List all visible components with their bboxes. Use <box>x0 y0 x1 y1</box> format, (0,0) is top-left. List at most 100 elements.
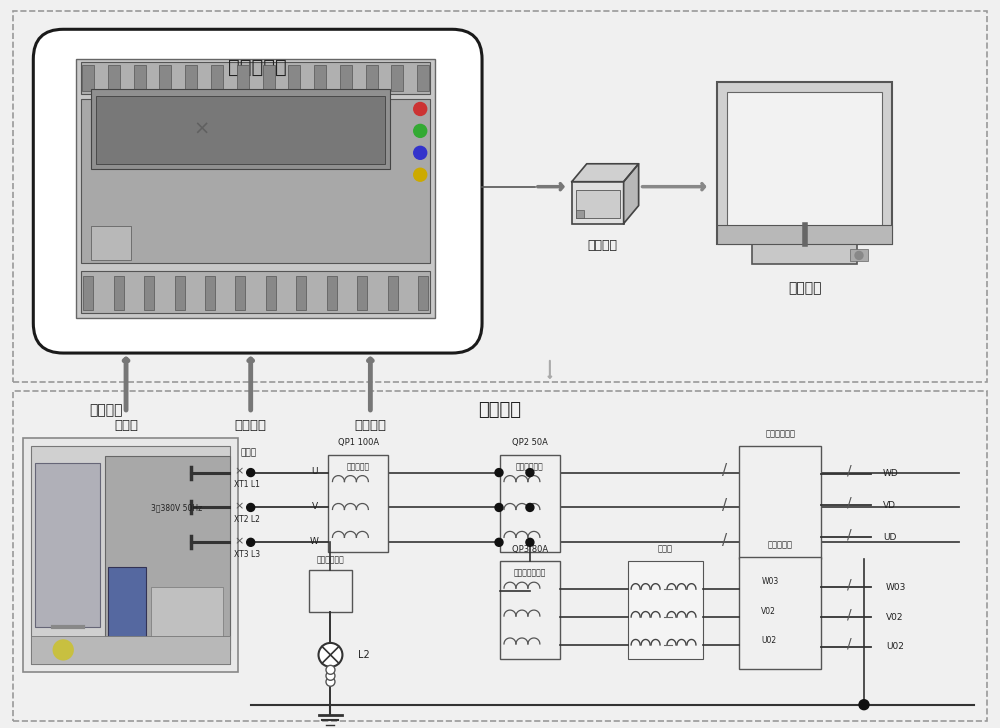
Bar <box>314 65 326 91</box>
Bar <box>388 277 398 310</box>
Circle shape <box>319 643 342 667</box>
Text: U02: U02 <box>886 642 904 652</box>
Bar <box>31 446 230 664</box>
Circle shape <box>414 124 427 138</box>
Text: 接线枰: 接线枰 <box>241 448 257 457</box>
Bar <box>105 456 230 650</box>
Bar <box>752 242 857 264</box>
Text: QP1 100A: QP1 100A <box>338 438 379 447</box>
Bar <box>288 65 300 91</box>
Bar <box>91 226 131 261</box>
Bar <box>309 570 352 612</box>
Bar <box>96 96 385 164</box>
Bar <box>739 446 821 559</box>
Circle shape <box>526 504 534 512</box>
Bar <box>296 277 306 310</box>
Bar <box>500 455 560 553</box>
Text: 3～380V 50Hz: 3～380V 50Hz <box>151 503 203 512</box>
Text: W03: W03 <box>886 582 906 592</box>
Text: V02: V02 <box>761 606 776 616</box>
Text: 控能动电源: 控能动电源 <box>768 541 793 550</box>
Circle shape <box>495 469 503 477</box>
Text: UD: UD <box>883 533 896 542</box>
Bar <box>23 438 238 672</box>
Text: /: / <box>847 577 851 591</box>
Bar <box>572 182 624 223</box>
Bar <box>328 455 388 553</box>
Circle shape <box>495 504 503 512</box>
Circle shape <box>526 469 534 477</box>
Bar <box>134 65 146 91</box>
Bar <box>76 59 435 318</box>
Bar <box>727 92 882 226</box>
Text: /: / <box>722 498 727 513</box>
Text: VD: VD <box>883 501 896 510</box>
Bar <box>263 65 275 91</box>
Circle shape <box>526 538 534 546</box>
Circle shape <box>326 671 335 680</box>
Bar <box>739 557 821 669</box>
Text: /: / <box>847 607 851 621</box>
Bar <box>717 82 892 245</box>
Bar <box>144 277 154 310</box>
Text: 变压器: 变压器 <box>658 545 673 554</box>
Bar <box>83 277 93 310</box>
Bar <box>114 277 124 310</box>
Circle shape <box>326 677 335 687</box>
Bar <box>151 587 223 642</box>
Text: 电源总开关: 电源总开关 <box>347 462 370 471</box>
Bar <box>81 99 430 264</box>
Text: /: / <box>847 464 851 478</box>
Bar <box>576 190 620 218</box>
Text: 数控机床: 数控机床 <box>479 401 522 419</box>
Text: 功率传感器: 功率传感器 <box>228 58 287 76</box>
Text: ×: × <box>194 119 210 138</box>
Bar <box>81 272 430 313</box>
Circle shape <box>495 538 503 546</box>
Bar <box>35 462 100 627</box>
Bar <box>205 277 215 310</box>
Bar <box>211 65 223 91</box>
Bar <box>108 567 146 642</box>
Text: 伺服电机电源: 伺服电机电源 <box>765 430 795 438</box>
Text: /: / <box>722 463 727 478</box>
Text: 总电源: 总电源 <box>114 419 138 432</box>
Bar <box>13 12 987 382</box>
Text: ×: × <box>234 502 243 512</box>
Circle shape <box>859 700 869 710</box>
Circle shape <box>247 469 255 477</box>
Text: 冷却系统: 冷却系统 <box>354 419 386 432</box>
Bar <box>357 277 367 310</box>
Text: XT3 L3: XT3 L3 <box>234 550 260 559</box>
Bar <box>185 65 197 91</box>
Bar <box>91 89 390 169</box>
Bar <box>628 561 703 659</box>
Text: V: V <box>311 502 318 511</box>
Bar <box>175 277 185 310</box>
Circle shape <box>414 146 427 159</box>
Text: 变压器电源开关: 变压器电源开关 <box>514 569 546 578</box>
Bar <box>108 65 120 91</box>
Bar <box>576 210 584 218</box>
Text: V02: V02 <box>886 612 903 622</box>
Text: WD: WD <box>883 469 899 478</box>
FancyBboxPatch shape <box>33 29 482 353</box>
Bar <box>418 277 428 310</box>
Text: XT2 L2: XT2 L2 <box>234 515 260 524</box>
Text: 照明控制开关: 照明控制开关 <box>317 555 344 565</box>
Bar <box>82 65 94 91</box>
Circle shape <box>247 538 255 546</box>
Polygon shape <box>572 164 639 182</box>
Circle shape <box>247 504 255 512</box>
Bar <box>235 277 245 310</box>
Polygon shape <box>624 164 639 223</box>
Bar <box>159 65 171 91</box>
Bar <box>327 277 337 310</box>
Bar <box>500 561 560 659</box>
Text: U02: U02 <box>761 636 776 646</box>
Text: QP2 50A: QP2 50A <box>512 438 548 447</box>
Text: 电机电源开关: 电机电源开关 <box>516 462 544 471</box>
Bar <box>340 65 352 91</box>
Text: 监控对象: 监控对象 <box>89 403 123 417</box>
Bar <box>850 250 868 261</box>
